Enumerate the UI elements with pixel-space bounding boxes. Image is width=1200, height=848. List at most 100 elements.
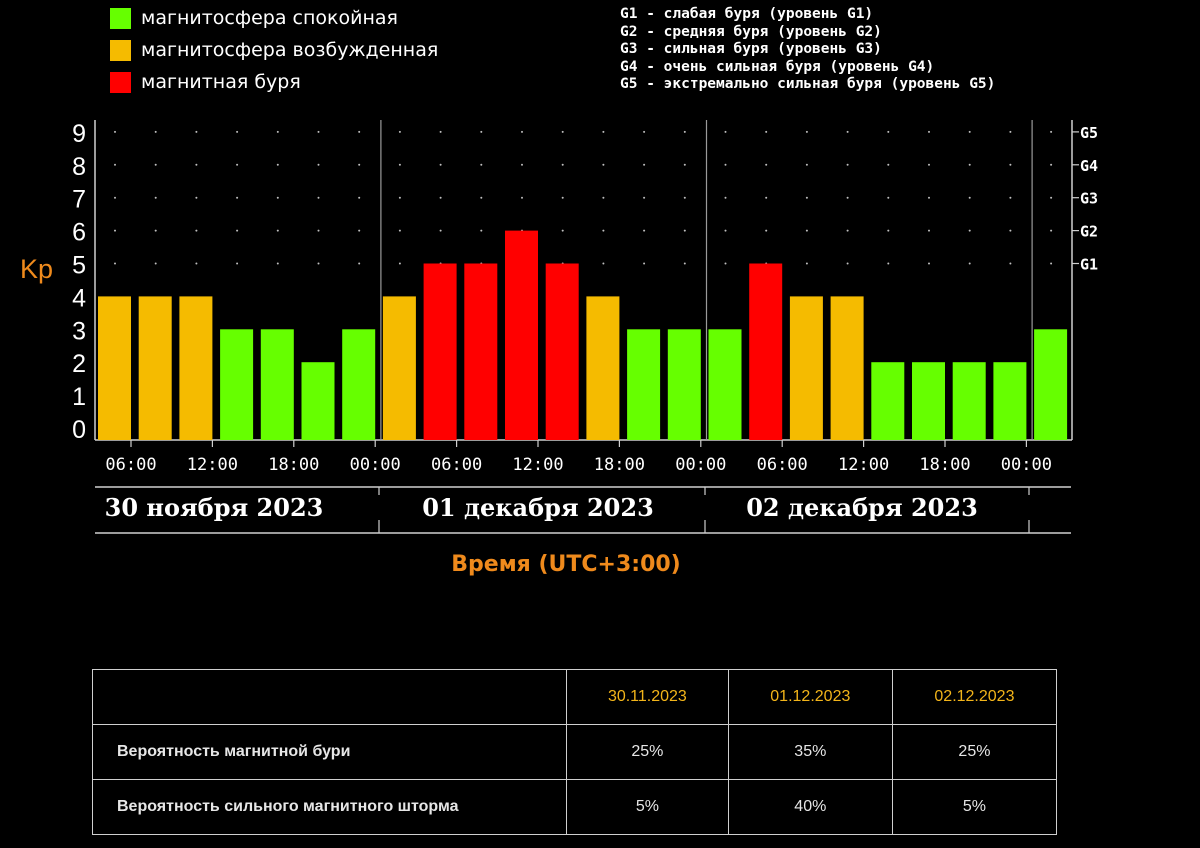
- grid-dot: [480, 229, 483, 232]
- grid-dot: [887, 130, 890, 133]
- y-tick-label: 2: [72, 350, 86, 378]
- grid-dot: [602, 196, 605, 199]
- kp-bar: [993, 362, 1027, 440]
- table-row-label: Вероятность сильного магнитного шторма: [92, 779, 567, 835]
- kp-bar: [830, 296, 864, 440]
- grid-dot: [154, 262, 157, 265]
- kp-bar: [586, 296, 620, 440]
- grid-dot: [358, 262, 361, 265]
- grid-dot: [358, 196, 361, 199]
- grid-dot: [439, 196, 442, 199]
- grid-dot: [765, 130, 768, 133]
- grid-dot: [887, 262, 890, 265]
- table-date: 01.12.2023: [727, 669, 893, 725]
- grid-dot: [968, 130, 971, 133]
- grid-dot: [1050, 196, 1053, 199]
- grid-dot: [195, 229, 198, 232]
- grid-dot: [683, 196, 686, 199]
- grid-dot: [602, 229, 605, 232]
- grid-dot: [561, 229, 564, 232]
- y-tick-label: 6: [72, 219, 86, 247]
- x-tick-label: 18:00: [268, 455, 319, 475]
- grid-dot: [805, 196, 808, 199]
- storm-level-g5: G5 - экстремально сильная буря (уровень …: [620, 76, 996, 92]
- table-header-row: 30.11.2023 01.12.2023 02.12.2023: [92, 669, 1058, 725]
- grid-dot: [805, 130, 808, 133]
- grid-dot: [968, 229, 971, 232]
- kp-bar: [179, 296, 213, 440]
- storm-level-g2: G2 - средняя буря (уровень G2): [620, 23, 882, 40]
- grid-dot: [317, 262, 320, 265]
- kp-bar: [382, 296, 416, 440]
- grid-dot: [561, 163, 564, 166]
- kp-bar: [667, 329, 701, 440]
- x-tick-label: 06:00: [431, 455, 482, 475]
- table-date: 30.11.2023: [566, 669, 729, 725]
- x-tick-label: 06:00: [105, 455, 156, 475]
- grid-dot: [398, 163, 401, 166]
- grid-dot: [805, 262, 808, 265]
- grid-dot: [154, 196, 157, 199]
- grid-dot: [643, 163, 646, 166]
- kp-bar-chart: 0 1 2 3 4 5 6 7 8 9 Kp G1 G2 G3 G4 G5 06:00 12:00 18:00 00:…: [20, 120, 1098, 577]
- grid-dot: [643, 196, 646, 199]
- legend-item-storm: магнитная буря: [110, 70, 301, 94]
- grid-dot: [928, 163, 930, 166]
- x-tick-label: 12:00: [512, 455, 563, 475]
- storm-level-g3: G3 - сильная буря (уровень G3): [620, 41, 882, 57]
- grid-dot: [846, 262, 849, 265]
- grid-dot: [968, 262, 971, 265]
- grid-dot: [968, 196, 971, 199]
- grid-dot: [683, 163, 686, 166]
- grid-dot: [683, 229, 686, 232]
- kp-bar: [260, 329, 294, 440]
- grid-dot: [643, 130, 646, 133]
- grid-dot: [398, 229, 401, 232]
- y-tick-label: 1: [72, 383, 86, 411]
- grid-dot: [846, 229, 849, 232]
- grid-dot: [1009, 229, 1012, 232]
- grid-dot: [317, 229, 320, 232]
- y-tick-label: 8: [72, 153, 86, 181]
- grid-dot: [521, 163, 523, 166]
- grid-dot: [439, 130, 442, 133]
- legend-label-storm: магнитная буря: [141, 71, 301, 93]
- y-tick-label: 4: [72, 284, 86, 312]
- grid-dot: [358, 163, 361, 166]
- right-tick-label: G3: [1080, 190, 1098, 208]
- kp-bar: [505, 230, 538, 440]
- kp-bar: [1034, 329, 1068, 440]
- grid-dot: [643, 262, 646, 265]
- grid-dot: [195, 163, 198, 166]
- grid-dot: [928, 262, 930, 265]
- grid-dot: [1050, 262, 1053, 265]
- x-tick-label: 00:00: [675, 455, 726, 475]
- legend-label-active: магнитосфера возбужденная: [141, 39, 439, 61]
- grid-dot: [724, 163, 727, 166]
- grid-dot: [928, 229, 930, 232]
- grid-dot: [398, 196, 401, 199]
- grid-dot: [846, 196, 849, 199]
- grid-dot: [602, 163, 605, 166]
- y-tick-label: 5: [72, 252, 86, 280]
- legend-label-quiet: магнитосфера спокойная: [141, 7, 398, 29]
- storm-level-g1: G1 - слабая буря (уровень G1): [620, 6, 874, 22]
- grid-dot: [1009, 262, 1012, 265]
- y-tick-label: 9: [72, 120, 86, 148]
- x-tick-label: 12:00: [838, 455, 889, 475]
- grid-dot: [480, 196, 483, 199]
- grid-dot: [480, 163, 483, 166]
- kp-bar: [220, 329, 254, 440]
- grid-dot: [1009, 130, 1012, 133]
- legend-swatch-storm: [110, 71, 131, 93]
- grid-dot: [439, 229, 442, 232]
- x-tick-label: 12:00: [187, 455, 238, 475]
- grid-dot: [439, 163, 442, 166]
- grid-dot: [887, 229, 890, 232]
- grid-dot: [317, 163, 320, 166]
- kp-bar: [342, 329, 376, 440]
- kp-bar: [138, 296, 172, 440]
- grid-dot: [724, 196, 727, 199]
- kp-bar: [952, 362, 986, 440]
- grid-dot: [358, 229, 361, 232]
